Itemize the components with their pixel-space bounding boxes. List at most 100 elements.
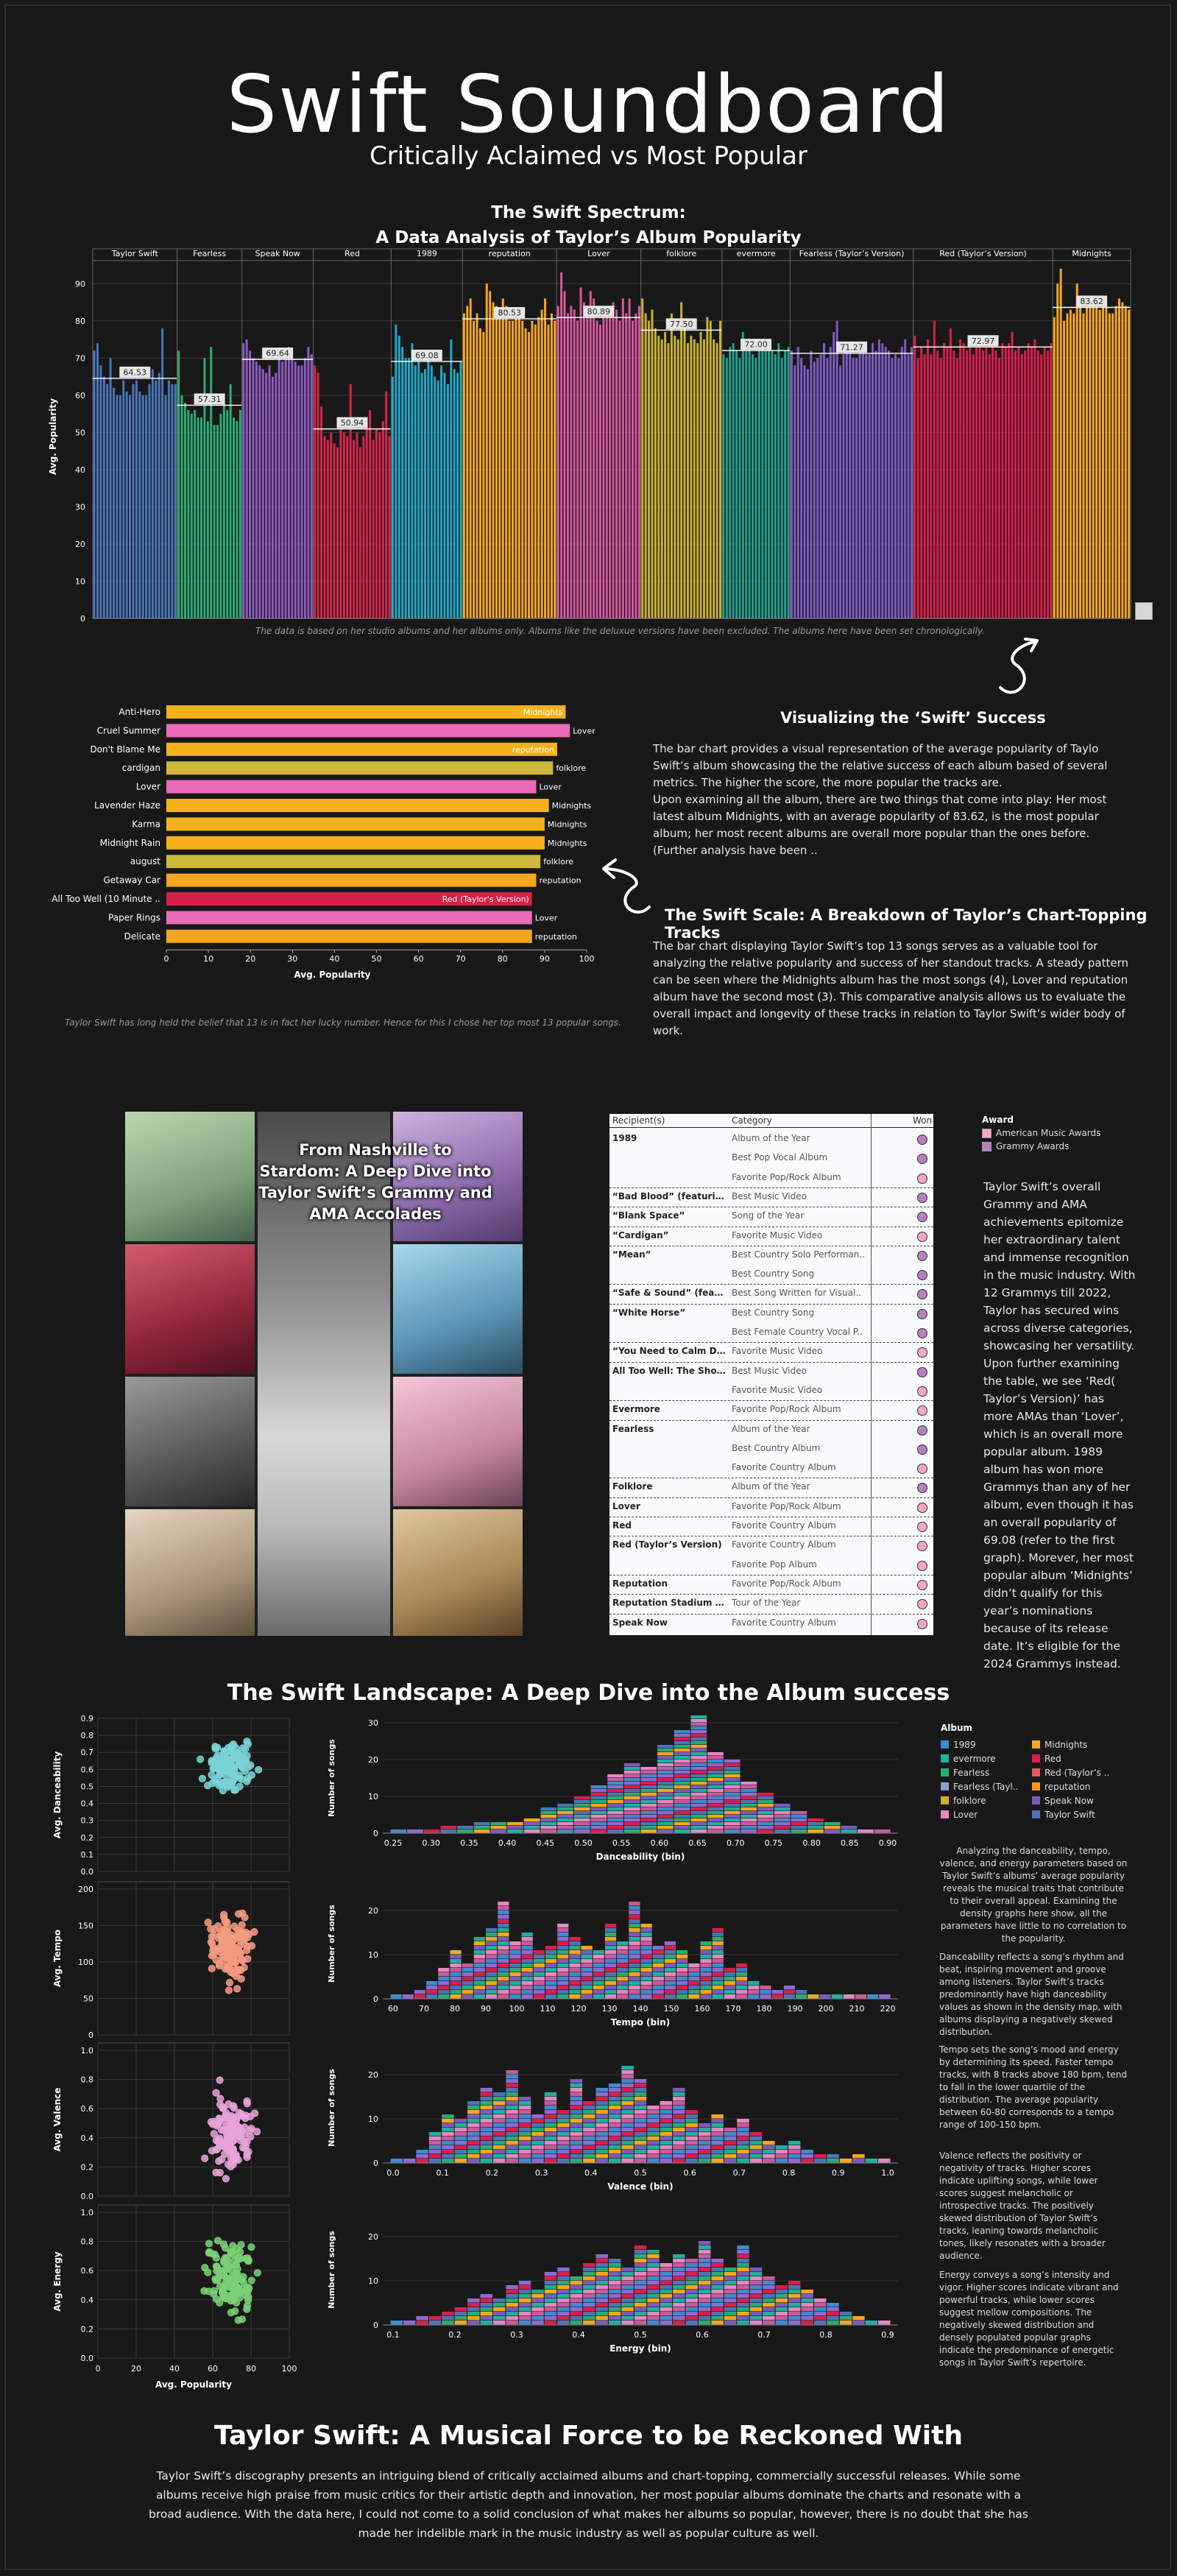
scatter-point [219,1754,227,1762]
histogram-segment [698,2281,711,2285]
histogram-segment [737,2263,749,2268]
histogram-segment [724,1972,736,1977]
award-legend-title: Award [982,1115,1014,1125]
histogram-segment [760,1986,771,1990]
category-cell: Best Female Country Vocal P.. [732,1327,863,1337]
album-bar [180,395,183,618]
histogram-segment [621,2119,634,2123]
histogram-segment [569,1972,581,1977]
histogram-segment [595,2316,608,2321]
recipient-cell: “You Need to Calm Dow.. [612,1346,727,1357]
histogram-segment [791,1811,807,1815]
album-bar [1072,313,1075,618]
album-bar [719,320,722,618]
histogram-segment [660,2114,673,2119]
histogram-segment [660,2281,673,2285]
histogram-segment [657,1796,674,1800]
average-label-bg [336,417,368,428]
histogram-segment [498,1941,509,1946]
legend-item-speak-now[interactable]: Speak Now [1032,1793,1123,1807]
histogram-segment [480,2150,492,2154]
histogram-segment [581,1950,593,1955]
histogram-segment [533,1986,545,1990]
histogram-segment [688,1994,700,1999]
scatter-point [230,2285,238,2293]
y-tick-label: 10 [368,1792,378,1802]
album-bar [453,369,456,618]
legend-item-folklore[interactable]: folklore [941,1793,1032,1807]
track-label: All Too Well (10 Minute .. [52,894,160,904]
histogram-segment [737,2285,749,2290]
histogram-segment [573,1796,590,1800]
category-cell: Best Music Video [732,1365,807,1376]
histogram-segment [673,2150,685,2154]
histogram-segment [557,2307,570,2312]
histogram-segment [457,1829,473,1833]
histogram-segment [673,2123,685,2128]
table-row: “White Horse” Best Country Song [609,1303,933,1324]
histogram-segment [690,1734,707,1737]
histogram-segment [570,2132,583,2136]
histogram-segment [486,1933,498,1937]
histogram-segment [757,1818,774,1822]
album-bar [167,380,170,618]
album-bar [417,361,420,618]
histogram-segment [557,1928,569,1933]
chart-scroll-handle[interactable] [1135,602,1153,620]
legend-item-evermore[interactable]: evermore [941,1751,1032,1765]
histogram-segment [749,2154,763,2159]
histogram-segment [490,1822,507,1826]
footer-title: Taylor Swift: A Musical Force to be Reck… [214,2421,963,2451]
legend-item-red-tv[interactable]: Red (Taylor’s .. [1032,1765,1123,1779]
histogram-segment [771,1994,783,1999]
legend-item-fearless[interactable]: Fearless [941,1765,1032,1779]
legend-item-grammy[interactable]: Grammy Awards [982,1140,1100,1153]
histogram-segment [839,2321,852,2325]
histogram-segment [533,1981,545,1986]
histogram-segment [621,2276,634,2281]
histogram-segment [707,1752,724,1756]
histogram-segment [724,1807,741,1811]
histogram-segment [674,1771,690,1774]
histogram-segment [621,2312,634,2316]
album-bar [125,391,128,618]
track-bar [166,799,549,812]
scatter-point [208,1964,216,1973]
legend-item-1989[interactable]: 1989 [941,1737,1032,1751]
histogram-segment [608,2114,621,2119]
scatter-point [238,1921,246,1929]
histogram-segment [438,1981,450,1986]
histogram-segment [737,2254,749,2259]
histogram-segment [712,1937,724,1941]
legend-item-taylor-swift[interactable]: Taylor Swift [1032,1807,1123,1821]
histogram-segment [634,2254,647,2259]
histogram-segment [795,1994,807,1999]
histogram-segment [795,1990,807,1994]
histogram-segment [724,1796,741,1800]
histogram-segment [498,1955,509,1959]
scatter-point [244,1774,252,1782]
histogram-segment [647,2123,660,2128]
histogram-segment [749,2281,763,2285]
scatter-point [210,2130,218,2138]
histogram-segment [629,1902,640,1906]
histogram-segment [698,2145,711,2150]
histogram-segment [573,1822,590,1826]
legend-item-lover[interactable]: Lover [941,1807,1032,1821]
legend-label: Taylor Swift [1045,1809,1095,1820]
album-bar [1033,339,1036,618]
legend-item-fearless-tv[interactable]: Fearless (Tayl.. [941,1779,1032,1793]
legend-item-red[interactable]: Red [1032,1751,1123,1765]
histogram-segment [775,2316,788,2321]
table-row: Reputation Favorite Pop/Rock Album [609,1574,933,1595]
histogram-segment [544,2145,557,2150]
legend-item-midnights[interactable]: Midnights [1032,1737,1123,1751]
average-label-bg [836,341,868,353]
album-bar [310,354,313,618]
legend-item-reputation[interactable]: reputation [1032,1779,1123,1793]
album-bar [852,358,855,618]
histogram-segment [749,2268,763,2272]
photo-beige [125,1509,255,1636]
x-tick-label: 0.90 [879,1838,897,1848]
legend-item-ama[interactable]: American Music Awards [982,1126,1100,1140]
